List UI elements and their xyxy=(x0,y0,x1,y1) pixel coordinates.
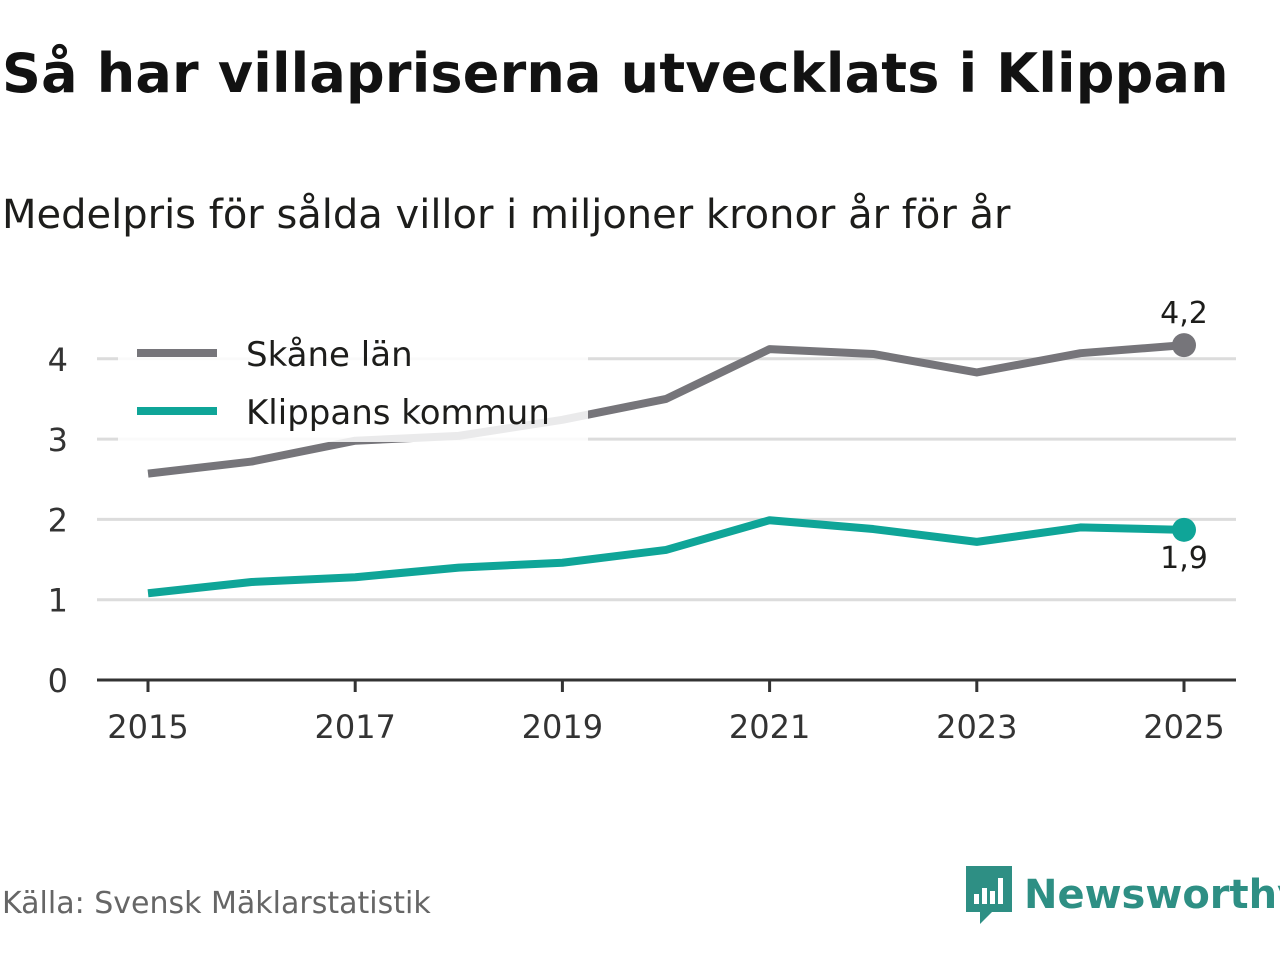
end-point-klippan xyxy=(1172,517,1196,542)
legend-background xyxy=(118,322,588,442)
y-tick-label-1: 1 xyxy=(48,582,68,620)
x-tick-label-2025: 2025 xyxy=(1143,708,1224,746)
series-lines xyxy=(147,341,1185,598)
x-tick-label-2017: 2017 xyxy=(314,708,395,746)
end-label-klippan: 1,9 xyxy=(1160,541,1208,576)
end-markers: 4,2 1,9 xyxy=(1160,296,1208,576)
y-tick-label-3: 3 xyxy=(48,421,68,459)
y-tick-label-2: 2 xyxy=(48,501,68,539)
end-point-skane xyxy=(1172,333,1196,358)
legend: Skåne län Klippans kommun xyxy=(118,322,588,442)
legend-label-klippan: Klippans kommun xyxy=(246,393,550,433)
x-tick-label-2021: 2021 xyxy=(729,708,810,746)
chart-title: Så har villapriserna utvecklats i Klippa… xyxy=(2,42,1229,105)
end-label-skane: 4,2 xyxy=(1160,296,1208,331)
axes: 0 1 2 3 4 2015 2017 2019 2021 2023 2025 xyxy=(48,341,1236,746)
series-line-klippan xyxy=(147,516,1185,598)
x-tick-label-2023: 2023 xyxy=(936,708,1017,746)
chart-subtitle: Medelpris för sålda villor i miljoner kr… xyxy=(2,192,1011,238)
newsworthy-logo-icon xyxy=(966,866,1012,924)
y-tick-label-4: 4 xyxy=(48,341,68,379)
x-tick-label-2015: 2015 xyxy=(107,708,188,746)
brand-name: Newsworthy xyxy=(1024,872,1280,918)
brand-logo: Newsworthy xyxy=(964,864,1280,926)
y-tick-label-0: 0 xyxy=(48,662,68,700)
series-line-skane xyxy=(147,341,1185,478)
source-note: Källa: Svensk Mäklarstatistik xyxy=(2,886,431,921)
x-tick-label-2019: 2019 xyxy=(522,708,603,746)
legend-label-skane: Skåne län xyxy=(246,335,413,375)
